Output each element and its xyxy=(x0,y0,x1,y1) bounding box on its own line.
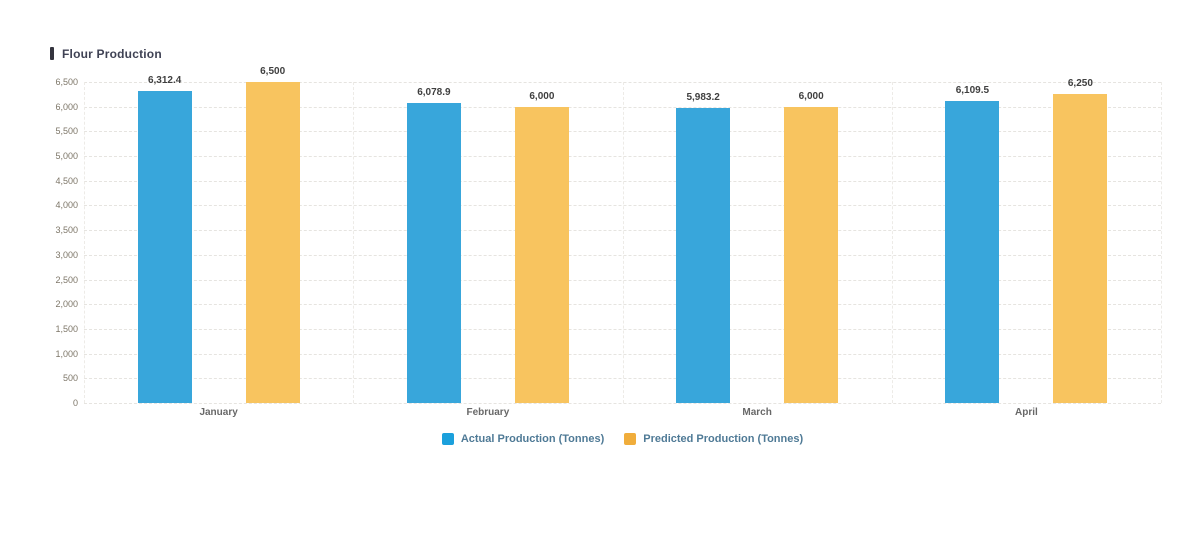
legend-item-predicted[interactable]: Predicted Production (Tonnes) xyxy=(624,432,803,446)
x-tick-label-february: February xyxy=(466,407,510,418)
y-tick-label-4000: 4,000 xyxy=(55,200,78,211)
title-accent-bar xyxy=(50,47,54,60)
y-tick-label-0: 0 xyxy=(72,398,78,408)
bar-value-label-actual-march: 5,983.2 xyxy=(686,91,720,103)
y-tick-label-4500: 4,500 xyxy=(55,175,78,186)
bar-actual-january[interactable] xyxy=(137,91,192,403)
y-tick-label-1000: 1,000 xyxy=(55,348,78,359)
y-axis: 0 500 1,000 1,500 2,000 2,500 3,000 3,500 4,000 4… xyxy=(40,77,78,408)
legend-swatch-actual xyxy=(441,433,454,445)
bar-predicted-february[interactable] xyxy=(514,106,569,403)
chart-legend: Actual Production (Tonnes) Predicted Prod… xyxy=(84,432,1161,446)
bar-value-label-actual-february: 6,078.9 xyxy=(417,86,451,98)
bar-value-label-actual-january: 6,312.4 xyxy=(147,75,182,87)
legend-label-predicted: Predicted Production (Tonnes) xyxy=(643,433,804,445)
y-tick-label-2500: 2,500 xyxy=(55,274,78,285)
bar-actual-february[interactable] xyxy=(406,102,461,403)
h-gridline-0 xyxy=(84,403,1161,404)
y-tick-label-3000: 3,000 xyxy=(55,249,78,260)
y-tick-label-3500: 3,500 xyxy=(55,225,78,236)
x-tick-label-january: January xyxy=(199,407,238,418)
y-tick-label-6500: 6,500 xyxy=(55,77,78,87)
y-tick-label-500: 500 xyxy=(62,373,78,384)
v-gridline-1 xyxy=(353,82,355,403)
bar-predicted-january[interactable] xyxy=(245,82,300,403)
legend-label-actual: Actual Production (Tonnes) xyxy=(460,433,605,445)
bar-value-label-predicted-january: 6,500 xyxy=(260,66,286,77)
bar-actual-april[interactable] xyxy=(945,101,1000,403)
x-tick-label-april: April xyxy=(1014,407,1038,418)
v-gridline-4 xyxy=(1161,82,1162,403)
bar-predicted-april[interactable] xyxy=(1053,94,1108,403)
bar-value-label-predicted-february: 6,000 xyxy=(529,90,555,102)
x-tick-label-march: March xyxy=(742,407,772,418)
bar-value-label-predicted-april: 6,250 xyxy=(1067,78,1093,90)
legend-item-actual[interactable]: Actual Production (Tonnes) xyxy=(441,432,605,446)
v-gridline-3 xyxy=(891,82,893,403)
y-tick-label-5000: 5,000 xyxy=(55,151,78,162)
bar-actual-march[interactable] xyxy=(676,107,731,403)
y-tick-label-5500: 5,500 xyxy=(55,126,78,137)
y-tick-label-1500: 1,500 xyxy=(55,323,78,334)
bar-predicted-march[interactable] xyxy=(784,106,839,403)
chart-title-text: Flour Production xyxy=(62,46,162,61)
v-gridline-2 xyxy=(622,82,624,403)
chart-title: Flour Production xyxy=(50,46,162,61)
legend-swatch-predicted xyxy=(624,433,637,445)
y-tick-label-6000: 6,000 xyxy=(55,101,78,112)
y-tick-label-2000: 2,000 xyxy=(55,299,78,310)
bar-value-label-predicted-march: 6,000 xyxy=(798,90,824,102)
bar-value-label-actual-april: 6,109.5 xyxy=(955,85,990,97)
plot-area: 6,312.4 6,500 January 6,078.9 6,000 February 5… xyxy=(84,66,1162,418)
v-gridline-0 xyxy=(84,82,85,403)
